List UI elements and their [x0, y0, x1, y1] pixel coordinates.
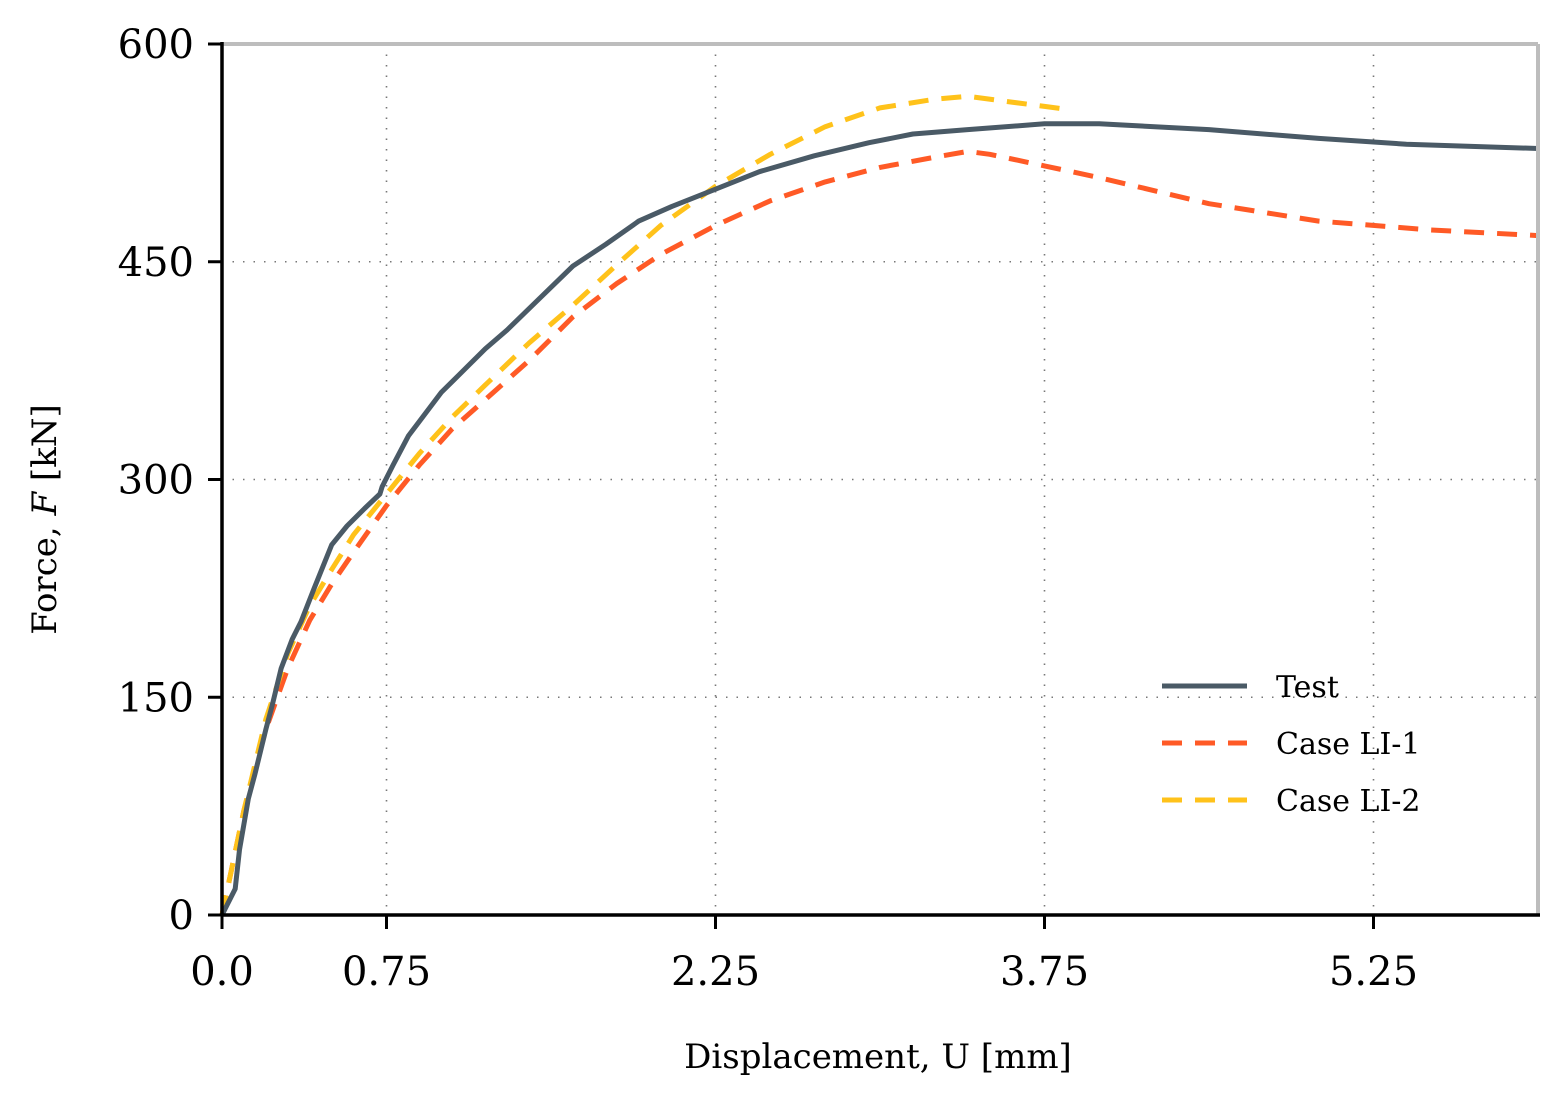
y-axis-title: Force, F [kN] — [25, 404, 65, 635]
legend-label-case-li-1: Case LI-1 — [1276, 727, 1421, 762]
series-line-case-li-1 — [219, 148, 1539, 916]
y-tick-label: 450 — [118, 240, 194, 286]
grid — [222, 44, 1538, 915]
x-tick-label: 0.75 — [342, 949, 431, 995]
y-axis-title-suffix: [kN] — [25, 404, 65, 492]
x-tick-label: 5.25 — [1329, 949, 1418, 995]
legend-entry-test: Test — [1162, 670, 1339, 705]
y-tick-label: 150 — [118, 675, 194, 721]
series-lines — [219, 93, 1539, 917]
y-tick-label: 300 — [118, 458, 194, 504]
x-axis-title: Displacement, U [mm] — [684, 1037, 1072, 1077]
y-tick-label: 600 — [118, 22, 194, 68]
x-tick-label: 2.25 — [671, 949, 760, 995]
legend-entry-case-li-2: Case LI-2 — [1162, 784, 1421, 819]
x-tick-label: 3.75 — [1000, 949, 1089, 995]
series-line-test — [219, 121, 1539, 917]
legend-label-case-li-2: Case LI-2 — [1276, 784, 1421, 819]
x-tick-label: 0.0 — [190, 949, 254, 995]
axes — [220, 42, 1540, 917]
legend: Test Case LI-1 Case LI-2 — [1162, 670, 1421, 819]
y-tick-label: 0 — [169, 893, 194, 939]
y-axis-title-symbol: F — [25, 491, 65, 517]
legend-label-test: Test — [1276, 670, 1339, 705]
legend-entry-case-li-1: Case LI-1 — [1162, 727, 1421, 762]
tick-marks: 0.0 0.75 2.25 3.75 5.25 0 150 300 450 600 — [118, 22, 1418, 995]
y-axis-title-prefix: Force, — [25, 516, 65, 635]
